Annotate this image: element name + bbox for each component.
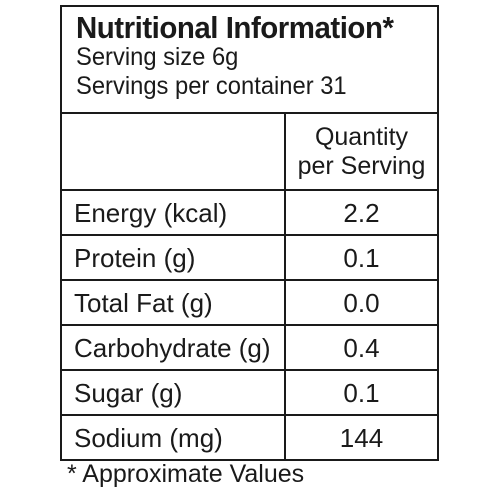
nutrient-value: 0.4 <box>343 333 380 363</box>
nutrient-value: 0.1 <box>343 243 380 273</box>
table-row: Sugar (g) 0.1 <box>62 371 437 416</box>
nutrition-facts-panel: Nutritional Information* Serving size 6g… <box>60 5 439 461</box>
nutrient-value: 144 <box>339 423 384 453</box>
nutrient-name: Sugar (g) <box>74 378 183 408</box>
nutrient-value: 2.2 <box>343 198 380 228</box>
table-row: Sodium (mg) 144 <box>62 416 437 461</box>
quantity-column-header: Quantity per Serving <box>286 114 437 191</box>
nutrient-name: Total Fat (g) <box>74 288 213 318</box>
nutrient-value: 0.0 <box>343 288 380 318</box>
table-row: Carbohydrate (g) 0.4 <box>62 326 437 371</box>
panel-header: Nutritional Information* Serving size 6g… <box>62 7 437 114</box>
panel-title: Nutritional Information* <box>76 10 394 45</box>
nutrient-name: Sodium (mg) <box>74 423 223 453</box>
table-row: Total Fat (g) 0.0 <box>62 281 437 326</box>
serving-size: Serving size 6g <box>76 43 239 71</box>
nutrient-name: Energy (kcal) <box>74 198 228 228</box>
table-row: Energy (kcal) 2.2 <box>62 191 437 236</box>
nutrient-name: Protein (g) <box>74 243 196 273</box>
nutrient-column-header <box>62 114 284 191</box>
footnote: * Approximate Values <box>67 460 305 488</box>
quantity-header-line2: per Serving <box>297 152 426 180</box>
column-divider <box>284 114 286 459</box>
table-row: Protein (g) 0.1 <box>62 236 437 281</box>
nutrient-value: 0.1 <box>343 378 380 408</box>
quantity-header-line1: Quantity <box>314 123 409 151</box>
servings-per-container: Servings per container 31 <box>76 72 347 100</box>
nutrient-name: Carbohydrate (g) <box>74 333 271 363</box>
